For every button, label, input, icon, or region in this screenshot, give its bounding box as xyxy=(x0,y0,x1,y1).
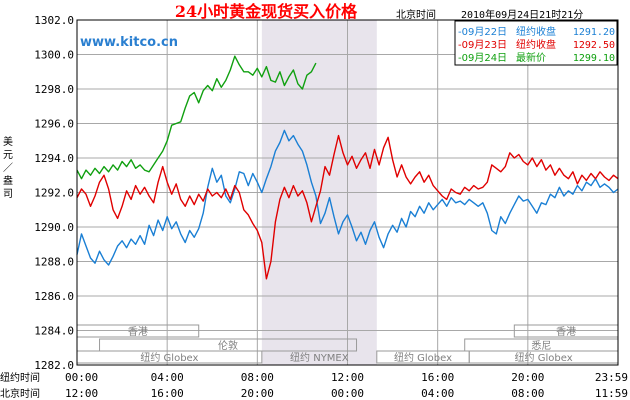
y-axis-label-char: 盎 xyxy=(3,174,13,187)
price-series xyxy=(76,55,619,280)
y-tick-label: 1294.0 xyxy=(34,152,74,165)
y-axis-label: 美元／盎司 xyxy=(3,135,13,200)
legend-value: 1292.50 xyxy=(573,40,615,51)
x-tick-label: 16:00 xyxy=(151,387,184,400)
y-axis-label-char: ／ xyxy=(3,162,13,174)
x-tick-label: 00:00 xyxy=(65,371,98,384)
x-row-label: 纽约时间 xyxy=(0,371,40,384)
chart-title: 24小时黄金现货买入价格 xyxy=(175,2,358,21)
market-session-label: 悉尼 xyxy=(531,340,551,352)
legend-date: -09月24日 xyxy=(458,52,507,64)
y-tick-label: 1292.0 xyxy=(34,187,74,200)
market-session-label: 纽约 Globex xyxy=(140,351,198,364)
market-session-label: 伦敦 xyxy=(218,339,238,352)
y-tick-label: 1286.0 xyxy=(34,290,74,303)
y-tick-label: 1300.0 xyxy=(34,49,74,62)
x-tick-label: 00:00 xyxy=(331,387,364,400)
y-axis-label-char: 美 xyxy=(3,135,13,148)
x-tick-label: 20:00 xyxy=(241,387,274,400)
legend-value: 1299.10 xyxy=(573,53,615,64)
x-tick-label: 23:59 xyxy=(595,371,628,384)
legend-label: 纽约收盘 xyxy=(516,25,556,38)
y-tick-label: 1302.0 xyxy=(34,14,74,27)
x-tick-label: 08:00 xyxy=(511,387,544,400)
legend: -09月22日 纽约收盘 1291.20 -09月23日 纽约收盘 1292.50 -09月… xyxy=(454,20,618,66)
x-tick-label: 20:00 xyxy=(511,371,544,384)
market-session-label: 纽约 Globex xyxy=(515,351,573,364)
legend-label: 纽约收盘 xyxy=(516,38,556,51)
y-tick-label: 1282.0 xyxy=(34,359,74,372)
y-tick-label: 1296.0 xyxy=(34,118,74,131)
legend-value: 1291.20 xyxy=(573,27,615,38)
timestamp: 2010年09月24日21时21分 xyxy=(461,8,583,21)
price-line-3 xyxy=(76,55,317,180)
beijing-time-label: 北京时间 xyxy=(396,8,436,21)
x-row-label: 北京时间 xyxy=(0,387,40,400)
legend-date: -09月23日 xyxy=(458,39,507,51)
nymex-session-label: 纽约 NYMEX xyxy=(290,351,349,364)
y-tick-labels: 1282.0 1284.0 1286.0 1288.0 1290.0 1292.0 1294… xyxy=(34,14,74,372)
x-tick-label: 04:00 xyxy=(421,387,454,400)
kitco-watermark: www.kitco.cn xyxy=(80,35,178,50)
legend-date: -09月22日 xyxy=(458,26,507,38)
legend-label: 最新价 xyxy=(516,51,546,64)
x-tick-label: 08:00 xyxy=(241,371,274,384)
market-session-label: 香港 xyxy=(128,326,148,338)
market-session-label: 香港 xyxy=(556,326,576,338)
x-tick-labels: 纽约时间 00:00 04:00 08:00 12:00 16:00 20:00 23:59 北… xyxy=(0,371,628,400)
x-tick-label: 16:00 xyxy=(421,371,454,384)
x-tick-label: 12:00 xyxy=(65,387,98,400)
market-session-label: 纽约 Globex xyxy=(394,351,452,364)
y-tick-label: 1284.0 xyxy=(34,325,74,338)
x-tick-label: 04:00 xyxy=(151,371,184,384)
x-tick-label: 11:59 xyxy=(595,387,628,400)
price-line-2 xyxy=(76,134,619,280)
y-tick-label: 1298.0 xyxy=(34,83,74,96)
y-tick-label: 1288.0 xyxy=(34,256,74,269)
y-tick-label: 1290.0 xyxy=(34,221,74,234)
y-axis-label-char: 司 xyxy=(3,189,13,200)
x-tick-label: 12:00 xyxy=(331,371,364,384)
price-line-1 xyxy=(76,129,619,266)
legend-box xyxy=(454,20,618,66)
y-axis-label-char: 元 xyxy=(3,150,13,161)
plot-frame xyxy=(76,19,619,366)
